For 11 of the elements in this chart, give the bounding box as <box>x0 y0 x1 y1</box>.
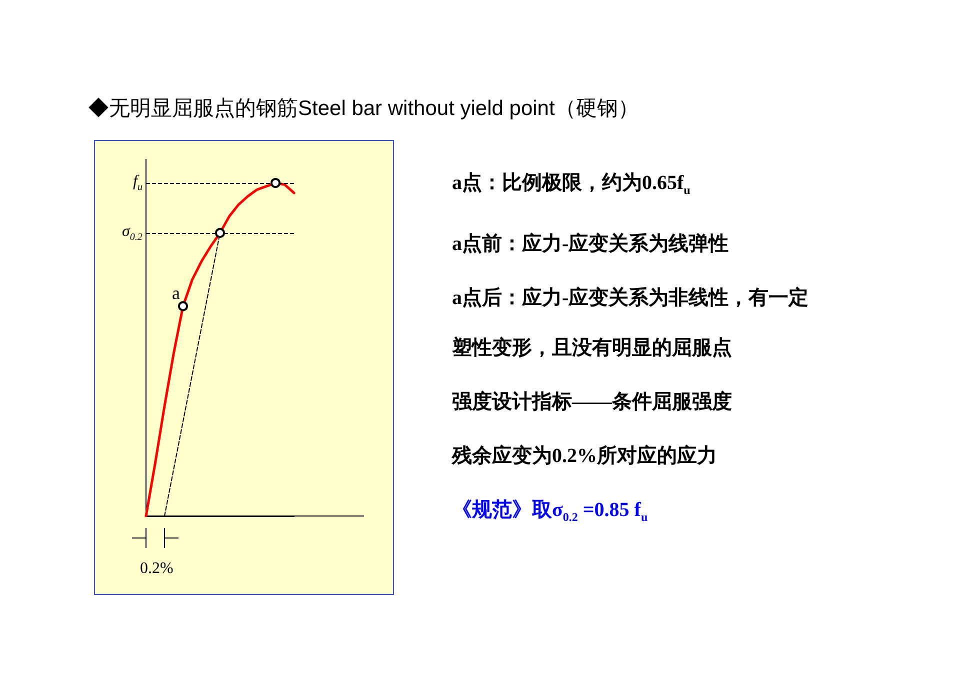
text: 《规范》取σ$_{0.2}$ =0.85 f$_{u}$ <box>452 498 649 526</box>
annotation: a <box>172 283 180 304</box>
text: 0.2% <box>140 560 174 578</box>
text: 强度设计指标——条件屈服强度 <box>452 390 733 415</box>
text: a点前：应力-应变关系为线弹性 <box>452 232 730 257</box>
text: a点：比例极限，约为0.65f$_{u}$ <box>452 171 692 199</box>
ref-line-label: f$_{u}$ <box>133 173 142 196</box>
ref-line-label: σ$_{0.2}$ <box>122 222 142 246</box>
text: 残余应变为0.2%所对应的应力 <box>452 444 718 469</box>
text: ◆无明显屈服点的钢筋Steel bar without yield point（硬钢） <box>88 96 639 122</box>
text: a点后：应力-应变关系为非线性，有一定塑性变形，且没有明显的屈服点 <box>452 287 809 359</box>
